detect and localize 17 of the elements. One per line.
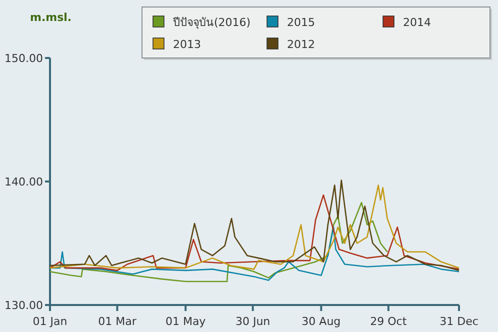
x-tick-label: 01 May <box>165 315 206 328</box>
y-tick-label: 140.00 <box>4 176 43 188</box>
x-tick-label: 30 Jun <box>235 315 270 328</box>
legend-label: 2012 <box>287 38 315 51</box>
x-tick-label: 29 Oct <box>370 315 408 328</box>
y-tick-label: 150.00 <box>4 52 43 65</box>
x-tick-label: 01 Jan <box>32 315 68 328</box>
line-series <box>49 202 388 282</box>
x-tick-label: 31 Dec <box>440 315 478 328</box>
y-tick-label: 130.00 <box>4 299 43 312</box>
legend-label: 2014 <box>403 16 431 29</box>
legend-label: 2013 <box>173 38 201 51</box>
x-tick-label: 30 Aug <box>302 315 341 328</box>
x-tick-label: 01 Mar <box>98 315 137 328</box>
legend-label: 2015 <box>287 16 315 29</box>
legend-label: ปีปัจจุบัน(2016) <box>172 16 251 29</box>
y-axis-title: m.msl. <box>30 11 72 24</box>
